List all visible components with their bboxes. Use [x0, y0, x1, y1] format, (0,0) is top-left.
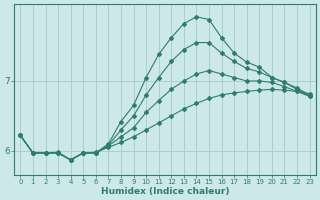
- X-axis label: Humidex (Indice chaleur): Humidex (Indice chaleur): [101, 187, 229, 196]
